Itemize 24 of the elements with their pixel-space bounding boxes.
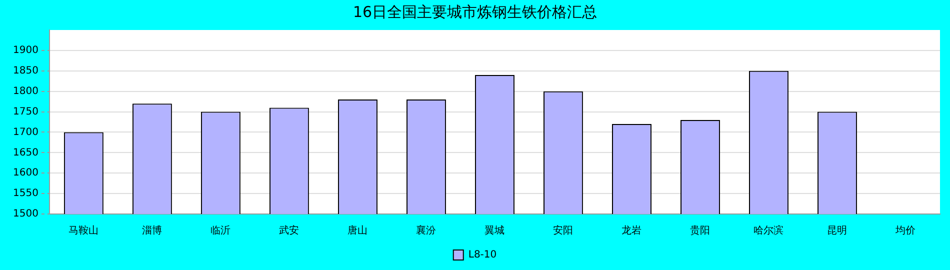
x-tick-label: 唐山 [348,224,368,237]
y-tick-label: 1800 [12,86,38,97]
y-tick-label: 1550 [12,188,38,200]
y-tick-label: 1650 [12,147,38,158]
x-tick-label: 淄博 [142,224,162,237]
x-tick-label: 马鞍山 [68,224,99,237]
y-tick-label: 1500 [12,208,38,220]
y-tick-label: 1700 [12,126,38,138]
chart-title: 16日全国主要城市炼钢生铁价格汇总 [352,2,598,21]
legend-label: L8-10 [468,250,497,261]
y-tick-label: 1750 [12,106,38,118]
x-tick-label: 翼城 [484,224,505,237]
y-tick-label: 1850 [12,65,38,76]
x-tick-label: 昆明 [827,226,848,237]
y-tick-label: 1900 [12,45,38,56]
x-tick-label: 贵阳 [690,224,710,237]
x-tick-label: 龙岩 [622,224,642,237]
x-tick-label: 武安 [279,224,300,237]
y-tick-label: 1600 [12,168,38,179]
x-tick-label: 临沂 [210,224,231,237]
x-tick-label: 襄汾 [416,224,436,237]
x-tick-label: 均价 [894,224,916,237]
x-tick-label: 安阳 [553,224,574,237]
x-tick-label: 哈尔滨 [754,224,784,237]
